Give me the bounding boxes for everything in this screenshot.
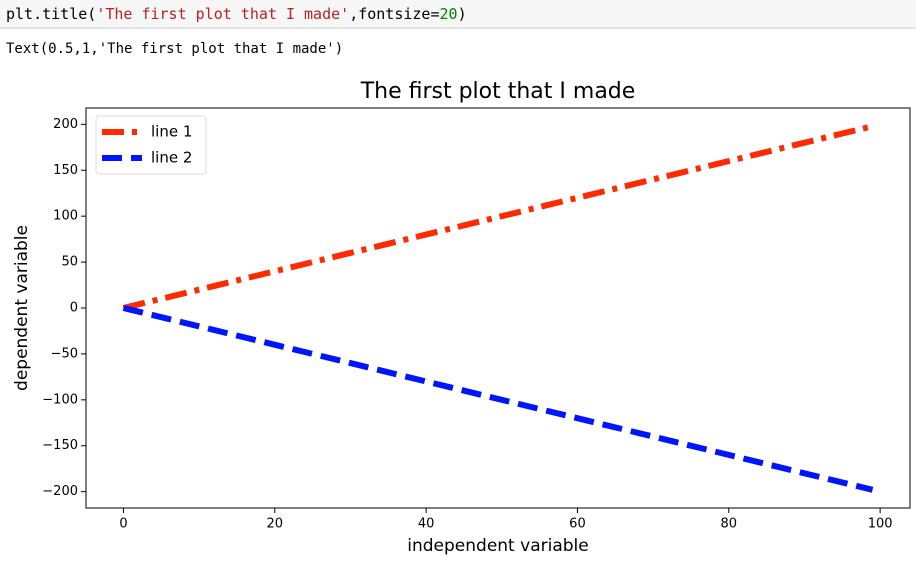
- legend: line 1 line 2: [95, 115, 207, 175]
- y-tick-label: −150: [42, 438, 78, 453]
- y-tick-label: −100: [42, 392, 78, 407]
- code-token: ): [458, 5, 467, 23]
- x-tick-label: 20: [267, 517, 284, 532]
- code-cell: [0, 0, 916, 28]
- legend-label: line 1: [151, 123, 192, 141]
- x-axis-label: independent variable: [407, 536, 588, 556]
- x-tick-label: 100: [868, 517, 893, 532]
- data-line: [122, 305, 874, 493]
- x-tick-label: 60: [569, 517, 586, 532]
- code-line: plt.title('The first plot that I made',f…: [6, 5, 467, 23]
- y-tick-label: −50: [51, 346, 78, 361]
- output-text: Text(0.5,1,'The first plot that I made'): [6, 41, 343, 57]
- plot-frame: [85, 107, 911, 509]
- legend-label: line 2: [151, 149, 192, 167]
- x-tick-label: 0: [119, 517, 127, 532]
- chart-title: The first plot that I made: [360, 79, 636, 104]
- y-tick-label: −200: [42, 484, 78, 499]
- y-tick-label: 100: [53, 209, 78, 224]
- x-tick-label: 40: [418, 517, 435, 532]
- y-axis-label: dependent variable: [12, 225, 32, 391]
- chart: The first plot that I made independent va…: [12, 79, 911, 556]
- y-tick-label: 0: [70, 301, 78, 316]
- x-tick-label: 80: [721, 517, 738, 532]
- y-tick-label: 50: [61, 255, 78, 270]
- code-token: plt.title(: [6, 5, 96, 23]
- y-tick-label: 200: [53, 117, 78, 132]
- code-token: ,fontsize=: [349, 5, 439, 23]
- code-token: 20: [440, 5, 458, 23]
- data-line: [122, 123, 874, 311]
- code-token: 'The first plot that I made': [96, 5, 349, 23]
- y-tick-label: 150: [53, 163, 78, 178]
